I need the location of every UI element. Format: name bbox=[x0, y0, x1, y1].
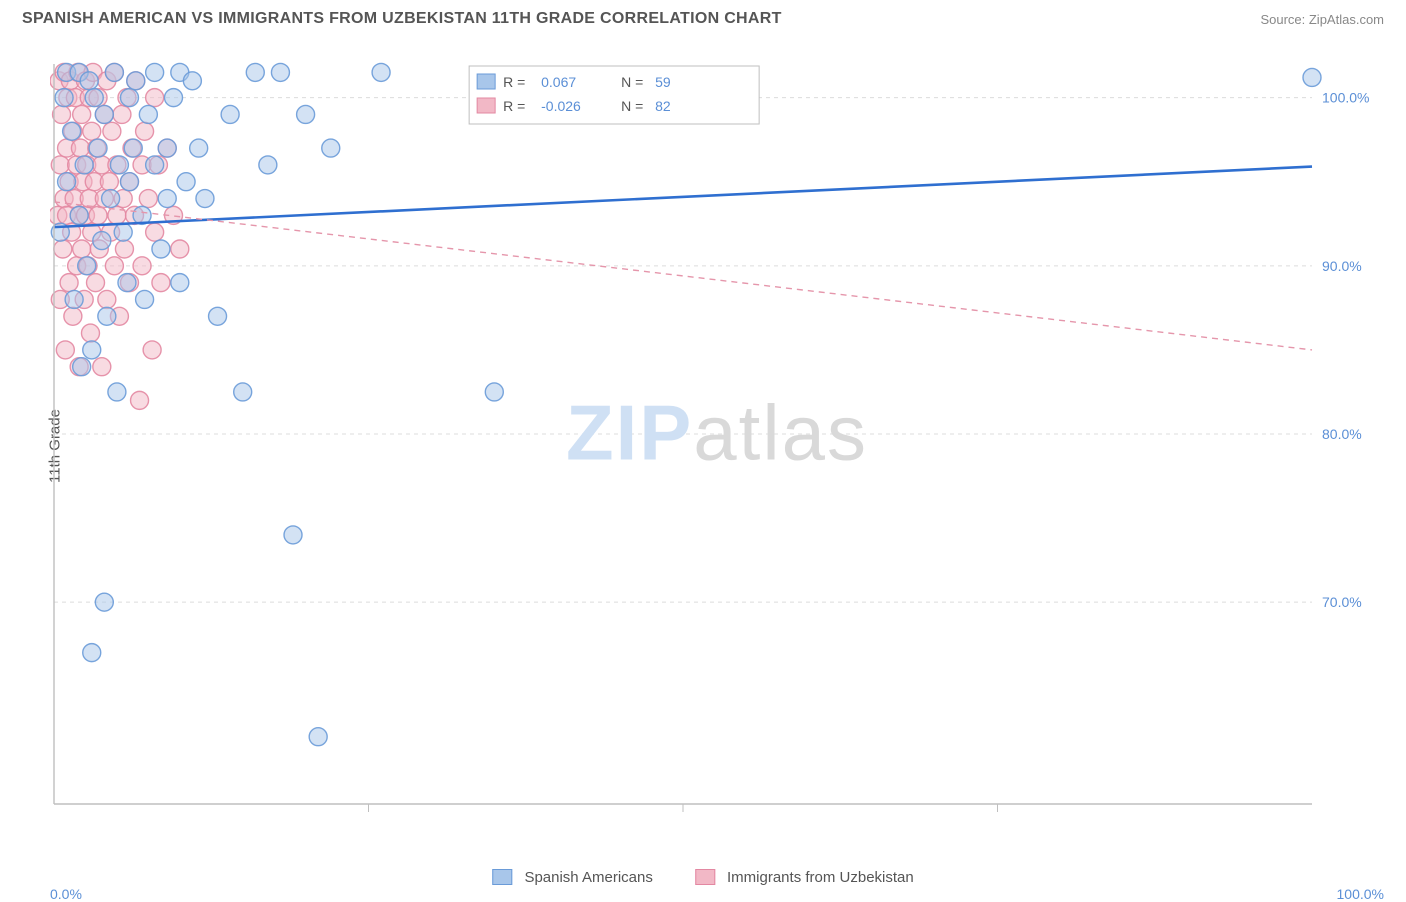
svg-text:70.0%: 70.0% bbox=[1322, 594, 1362, 610]
svg-text:N =: N = bbox=[621, 74, 643, 90]
legend-item-2: Immigrants from Uzbekistan bbox=[695, 869, 914, 886]
svg-text:59: 59 bbox=[655, 74, 671, 90]
svg-text:N =: N = bbox=[621, 98, 643, 114]
bottom-legend: Spanish Americans Immigrants from Uzbeki… bbox=[492, 869, 913, 886]
legend-label-2: Immigrants from Uzbekistan bbox=[727, 869, 914, 886]
svg-text:90.0%: 90.0% bbox=[1322, 258, 1362, 274]
x-tick-0: 0.0% bbox=[50, 886, 82, 902]
svg-text:0.067: 0.067 bbox=[541, 74, 576, 90]
legend-item-1: Spanish Americans bbox=[492, 869, 653, 886]
legend-swatch-1 bbox=[492, 869, 512, 885]
svg-text:80.0%: 80.0% bbox=[1322, 426, 1362, 442]
svg-text:82: 82 bbox=[655, 98, 671, 114]
plot-area: 70.0% 80.0% 90.0% 100.0% R = 0.067 N = 59 R = -0… bbox=[50, 46, 1384, 838]
source-attribution: Source: ZipAtlas.com bbox=[1260, 12, 1384, 27]
svg-text:R =: R = bbox=[503, 74, 525, 90]
legend-label-1: Spanish Americans bbox=[524, 869, 652, 886]
svg-text:100.0%: 100.0% bbox=[1322, 90, 1369, 106]
svg-text:R =: R = bbox=[503, 98, 525, 114]
legend-swatch-2 bbox=[695, 869, 715, 885]
x-tick-100: 100.0% bbox=[1337, 886, 1384, 902]
scatter-plot-svg: 70.0% 80.0% 90.0% 100.0% R = 0.067 N = 59 R = -0… bbox=[50, 46, 1384, 838]
chart-title: SPANISH AMERICAN VS IMMIGRANTS FROM UZBE… bbox=[22, 10, 782, 28]
svg-text:-0.026: -0.026 bbox=[541, 98, 581, 114]
